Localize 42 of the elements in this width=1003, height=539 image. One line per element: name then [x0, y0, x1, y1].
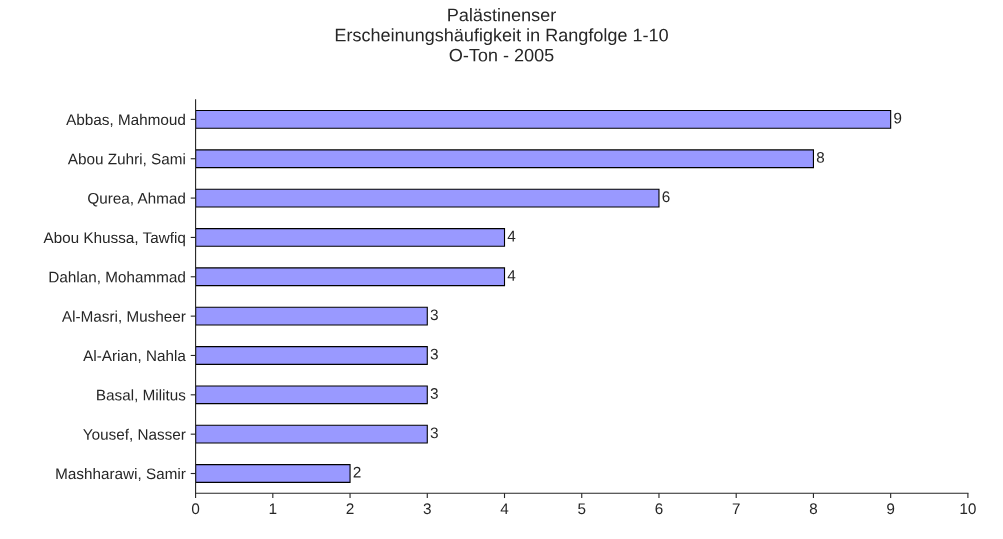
x-tick-label: 0: [191, 503, 200, 515]
bar: [195, 464, 351, 483]
bar: [195, 188, 660, 208]
data-label: 2: [353, 466, 361, 478]
bar: [195, 424, 428, 444]
data-label: 3: [430, 309, 438, 321]
data-label: 8: [816, 152, 825, 163]
bar: [195, 385, 428, 405]
y-tick-label: Qurea, Ahmad: [88, 192, 185, 207]
data-label: 4: [507, 230, 516, 242]
y-tick-label: Yousef, Nasser: [83, 428, 186, 442]
data-label: 4: [507, 270, 516, 281]
data-label: 3: [430, 427, 438, 439]
data-label: 3: [430, 388, 438, 399]
y-tick-label: Abou Khussa, Tawfiq: [43, 231, 185, 247]
y-tick-label: Dahlan, Mohammad: [49, 271, 185, 285]
bar: [195, 149, 814, 169]
x-tick-label: 3: [423, 503, 431, 515]
x-tick-label: 9: [887, 503, 895, 515]
bar: [195, 267, 506, 287]
y-tick-label: Abbas, Mahmoud: [66, 113, 185, 127]
data-label: 6: [662, 191, 670, 203]
y-tick-label: Basal, Militus: [97, 389, 186, 403]
x-tick-label: 5: [578, 503, 586, 515]
x-tick-label: 8: [809, 503, 818, 515]
x-tick-label: 6: [655, 503, 663, 515]
y-tick-label: Al-Masri, Musheer: [61, 310, 186, 324]
bar: [195, 109, 892, 129]
x-tick-label: 2: [346, 503, 354, 514]
x-tick-label: 4: [500, 503, 509, 514]
y-tick-label: Mashharawi, Samir: [56, 467, 186, 481]
bar: [195, 346, 428, 365]
chart-title: Palästinenser Erscheinungshäufigkeit in Rangfolge 1-10 O-Ton - 2005: [335, 8, 668, 62]
data-label: 3: [430, 348, 438, 360]
y-tick-label: Al-Arian, Nahla: [83, 349, 186, 363]
x-tick-label: 7: [732, 503, 740, 514]
x-tick-label: 10: [960, 503, 976, 515]
y-tick-label: Abou Zuhri, Sami: [67, 153, 185, 167]
bar: [195, 306, 428, 326]
x-tick-label: 1: [269, 503, 277, 514]
data-label: 9: [894, 112, 902, 124]
bar: [195, 228, 506, 247]
